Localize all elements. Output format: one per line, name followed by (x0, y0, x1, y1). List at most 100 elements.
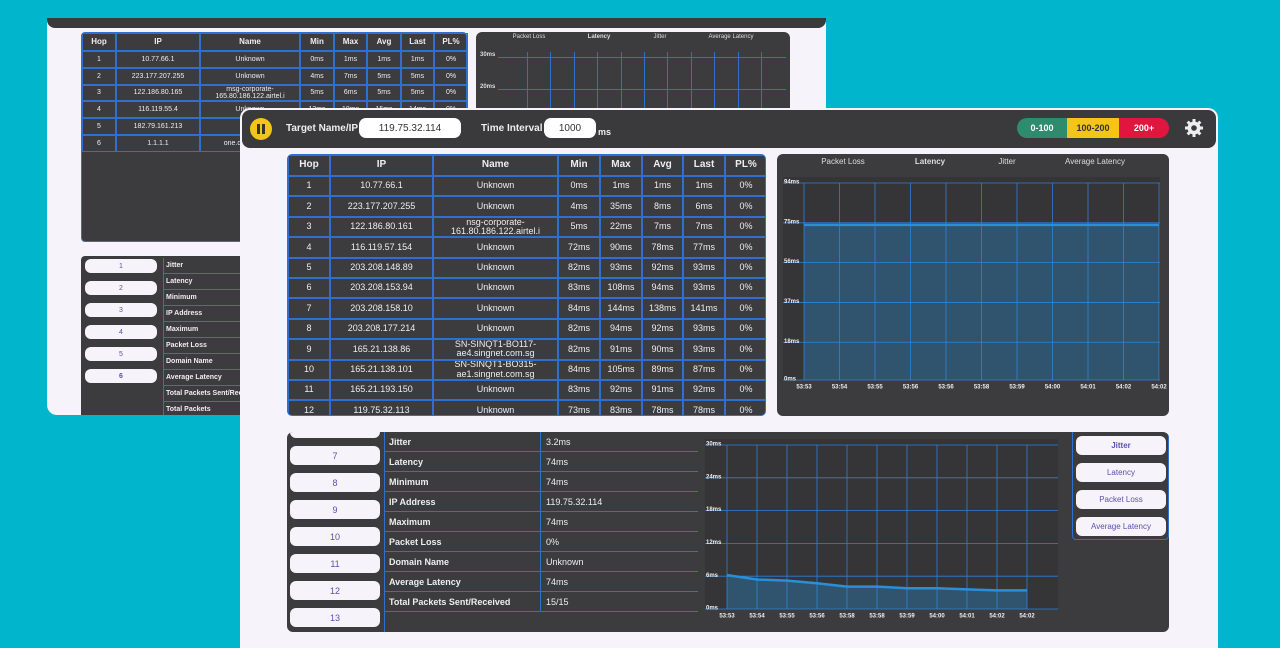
table-cell: 91ms (642, 380, 683, 401)
back-table-cell: Unknown (200, 67, 300, 85)
back-column-header: IP (116, 33, 200, 51)
table-cell: 223.177.207.255 (330, 196, 433, 217)
table-cell: 90ms (600, 237, 642, 258)
hop-button[interactable]: 11 (290, 554, 380, 573)
table-cell: 0% (725, 380, 765, 401)
back-table-cell: 4 (82, 101, 116, 119)
back-hop-button[interactable]: 5 (85, 347, 157, 361)
back-table-cell: 2 (82, 67, 116, 85)
detail-value: 74ms (540, 472, 698, 492)
table-cell: 7ms (642, 216, 683, 238)
front-window: Target Name/IP 119.75.32.114 Time Interval… (240, 108, 1218, 648)
hop-button[interactable]: 12 (290, 581, 380, 600)
chart-tab[interactable]: Jitter (998, 157, 1016, 166)
table-cell: SN-SINQT1-BO117-ae4.singnet.com.sg (433, 339, 558, 360)
table-cell: 5 (288, 257, 330, 278)
pause-bar (262, 124, 265, 134)
table-cell: 91ms (600, 339, 642, 360)
column-header: Last (683, 155, 725, 176)
table-cell: 5ms (558, 216, 600, 238)
hop-button[interactable]: 8 (290, 473, 380, 492)
back-detail-label: Total Packets (163, 402, 323, 415)
back-grid-line (527, 52, 528, 152)
table-cell: 165.21.138.86 (330, 339, 433, 360)
detail-label: IP Address (384, 492, 540, 512)
table-cell: 10.77.66.1 (330, 176, 433, 197)
table-cell: 0ms (558, 176, 600, 197)
settings-icon[interactable] (1184, 118, 1204, 138)
metric-button[interactable]: Jitter (1076, 436, 1166, 455)
table-cell: 87ms (683, 359, 725, 380)
table-cell: 122.186.80.161 (330, 216, 433, 238)
back-table-cell: 6 (82, 135, 116, 152)
table-cell: Unknown (433, 278, 558, 299)
hop-table: Hop IP Name Min Max Avg Last PL% 1 10.77.66.1 Unkn… (287, 154, 766, 416)
back-column-header: Name (200, 33, 300, 51)
detail-divider (384, 432, 385, 632)
hop-button[interactable]: 10 (290, 527, 380, 546)
column-header: Max (600, 155, 642, 176)
detail-label: Domain Name (384, 552, 540, 572)
back-table-cell: 5ms (401, 84, 434, 102)
table-cell: 92ms (642, 318, 683, 340)
table-cell: 0% (725, 216, 765, 238)
hop-button[interactable]: 7 (290, 446, 380, 465)
table-cell: 94ms (600, 318, 642, 340)
table-cell: 0% (725, 257, 765, 278)
detail-value: 119.75.32.114 (540, 492, 698, 512)
hop-button[interactable]: 9 (290, 500, 380, 519)
table-cell: 93ms (683, 257, 725, 278)
interval-input[interactable]: 1000 (544, 118, 596, 138)
metric-button[interactable]: Latency (1076, 463, 1166, 482)
table-cell: 93ms (683, 339, 725, 360)
table-cell: 82ms (558, 318, 600, 340)
metric-button[interactable]: Packet Loss (1076, 490, 1166, 509)
table-cell: 82ms (558, 339, 600, 360)
table-cell: 78ms (683, 400, 725, 415)
back-grid-line (498, 89, 786, 90)
table-cell: 10 (288, 359, 330, 380)
back-grid-line (597, 52, 599, 152)
table-cell: 108ms (600, 278, 642, 299)
detail-label: Average Latency (384, 572, 540, 592)
table-cell: nsg-corporate-161.80.186.122.airtel.i (433, 216, 558, 238)
column-header: PL% (725, 155, 765, 176)
detail-value: 74ms (540, 452, 698, 472)
metric-button[interactable]: Average Latency (1076, 517, 1166, 536)
back-table-cell: 0ms (300, 51, 334, 68)
pause-button[interactable] (250, 118, 272, 140)
chart-tab[interactable]: Packet Loss (821, 157, 865, 166)
back-table-cell: msg-corporate-165.80.186.122.airtel.i (200, 84, 300, 102)
back-column-header: PL% (434, 33, 468, 51)
back-table-cell: 10.77.66.1 (116, 51, 200, 68)
back-column-header: Max (334, 33, 367, 51)
back-table-cell: 0% (434, 51, 468, 68)
back-table-cell: 7ms (334, 67, 367, 85)
back-hop-button[interactable]: 4 (85, 325, 157, 339)
chart-tab[interactable]: Average Latency (1065, 157, 1125, 166)
detail-label: Latency (384, 452, 540, 472)
back-hop-button[interactable]: 1 (85, 259, 157, 273)
back-hop-button[interactable]: 2 (85, 281, 157, 295)
table-cell: 93ms (683, 318, 725, 340)
metric-panel: Jitter Latency Packet Loss Average Latency (1072, 432, 1169, 540)
detail-label: Minimum (384, 472, 540, 492)
column-header: Avg (642, 155, 683, 176)
back-table-cell: Unknown (200, 51, 300, 68)
back-chart-tab: Packet Loss (512, 34, 546, 40)
back-table-cell: 0% (434, 84, 468, 102)
target-input[interactable]: 119.75.32.114 (359, 118, 461, 138)
table-cell: 90ms (642, 339, 683, 360)
back-hop-button[interactable]: 3 (85, 303, 157, 317)
hop-button[interactable]: 13 (290, 608, 380, 627)
back-hop-button[interactable]: 6 (85, 369, 157, 383)
table-cell: 3 (288, 216, 330, 238)
table-cell: 78ms (642, 237, 683, 258)
table-cell: 1ms (600, 176, 642, 197)
chart-tab[interactable]: Latency (914, 157, 946, 166)
table-cell: Unknown (433, 176, 558, 197)
back-grid-line (550, 52, 552, 152)
table-cell: 144ms (600, 298, 642, 319)
table-cell: 203.208.148.89 (330, 257, 433, 278)
